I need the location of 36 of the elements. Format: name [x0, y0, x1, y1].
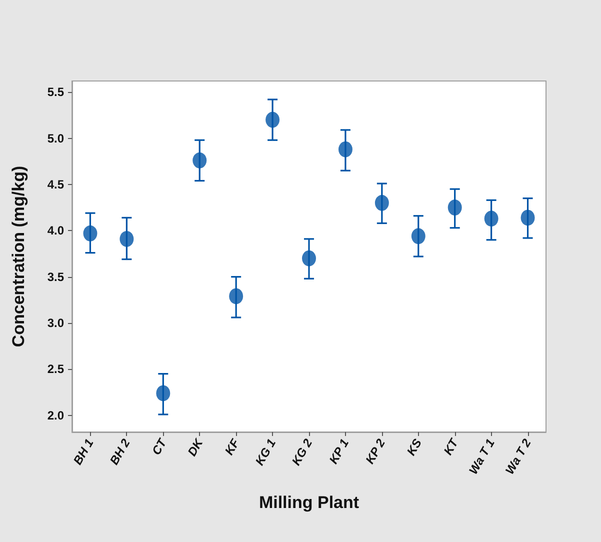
x-tick-label: KS	[404, 436, 424, 458]
point	[520, 210, 535, 226]
x-tick-label: Wa T 1	[466, 436, 498, 477]
point	[156, 385, 170, 402]
y-tick-label: 3.0	[47, 316, 64, 330]
point	[484, 210, 498, 227]
y-tick-label: 5.0	[47, 131, 64, 146]
y-tick-label: 4.0	[47, 224, 64, 238]
y-tick-label: 2.0	[47, 408, 64, 422]
x-tick-label: KP 1	[326, 436, 352, 466]
y-tick-label: 2.5	[47, 362, 64, 376]
point	[448, 200, 462, 216]
point	[83, 225, 98, 242]
x-tick-label: Wa T 2	[502, 436, 534, 477]
point	[229, 288, 244, 304]
x-tick-label: KG 2	[288, 436, 316, 468]
point	[192, 152, 207, 168]
y-axis-title: Concentration (mg/kg)	[9, 166, 28, 348]
x-tick-label: KP 2	[362, 436, 388, 466]
y-tick-label: 3.5	[47, 270, 64, 284]
x-axis-title: Milling Plant	[258, 493, 360, 512]
x-tick-label: KG 1	[252, 436, 279, 468]
x-tick-label: DK	[184, 435, 206, 458]
point	[302, 250, 316, 266]
x-tick-label: KF	[222, 436, 242, 458]
x-tick-label: BH 1	[70, 436, 96, 468]
point	[338, 141, 352, 158]
x-tick-label: CT	[149, 435, 170, 458]
x-tick-label: KT	[440, 435, 462, 458]
y-tick-label: 5.5	[47, 85, 64, 100]
point	[411, 228, 426, 244]
point	[374, 194, 389, 211]
x-tick-label: BH 2	[106, 436, 133, 468]
point	[266, 112, 280, 128]
y-tick-label: 4.5	[47, 177, 64, 192]
point	[120, 230, 134, 247]
